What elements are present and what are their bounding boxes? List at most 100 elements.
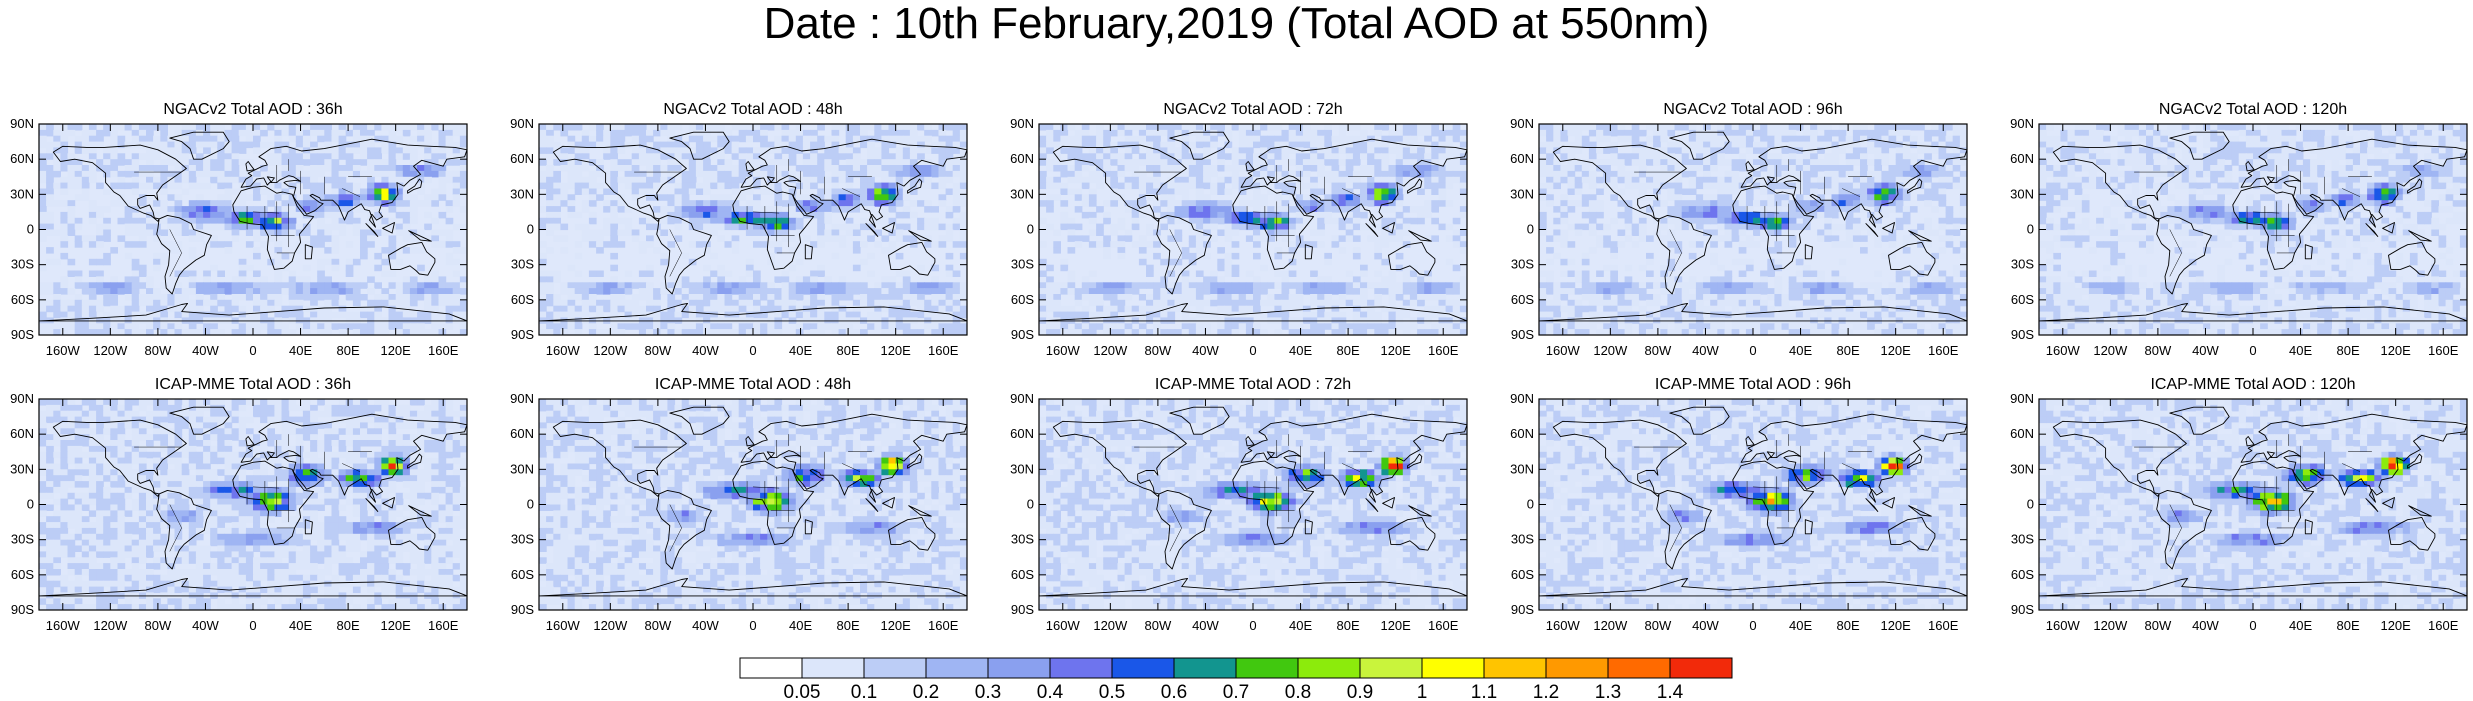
lat-tick-label: 30N	[510, 461, 534, 476]
lon-tick-label: 160W	[546, 618, 581, 630]
colorbar-label: 0.8	[1285, 682, 1311, 701]
lon-tick-label: 120W	[2093, 618, 2128, 630]
lon-tick-label: 0	[1749, 618, 1756, 630]
lat-tick-label: 60S	[1511, 292, 1534, 307]
lat-tick-label: 30S	[11, 257, 34, 272]
lon-tick-label: 0	[249, 618, 256, 630]
lon-tick-label: 40W	[192, 618, 219, 630]
lon-tick-label: 40E	[1789, 343, 1812, 358]
lat-tick-label: 30S	[511, 532, 534, 547]
colorbar-box	[1111, 657, 1175, 679]
lon-tick-label: 80E	[1837, 343, 1860, 358]
lat-tick-label: 0	[27, 497, 34, 512]
lat-tick-label: 60N	[10, 426, 34, 441]
panel-title: NGACv2 Total AOD : 96h	[1663, 101, 1842, 118]
lat-tick-label: 60S	[511, 567, 534, 582]
panel-title: NGACv2 Total AOD : 36h	[163, 101, 342, 118]
colorbar-box	[739, 657, 803, 679]
lat-tick-label: 0	[27, 222, 34, 237]
lat-tick-label: 90S	[1011, 602, 1034, 617]
panel-title: ICAP-MME Total AOD : 72h	[1155, 376, 1351, 393]
lat-tick-label: 30N	[2010, 461, 2034, 476]
colorbar-box	[1173, 657, 1237, 679]
lat-tick-label: 30N	[2010, 186, 2034, 201]
colorbar-label: 1	[1417, 682, 1428, 701]
lat-tick-label: 30S	[1511, 257, 1534, 272]
colorbar-box	[801, 657, 865, 679]
lat-tick-label: 90N	[1010, 391, 1034, 406]
lon-tick-label: 160E	[1428, 343, 1459, 358]
lon-tick-label: 40E	[789, 343, 812, 358]
lon-tick-label: 80W	[645, 343, 672, 358]
lon-tick-label: 80E	[837, 343, 860, 358]
lon-tick-label: 120W	[93, 343, 128, 358]
lat-tick-label: 30S	[1511, 532, 1534, 547]
lon-tick-label: 80E	[2337, 343, 2360, 358]
lon-tick-label: 0	[749, 618, 756, 630]
lat-tick-label: 30N	[1510, 186, 1534, 201]
lat-tick-label: 30S	[511, 257, 534, 272]
lon-tick-label: 160E	[1928, 343, 1959, 358]
lon-tick-label: 160W	[1046, 618, 1081, 630]
lat-tick-label: 60S	[1011, 567, 1034, 582]
aod-field	[2039, 399, 2467, 610]
lat-tick-label: 30N	[1010, 461, 1034, 476]
lon-tick-label: 80E	[337, 618, 360, 630]
lat-tick-label: 90N	[10, 116, 34, 131]
panel-title: ICAP-MME Total AOD : 36h	[155, 376, 351, 393]
lon-tick-label: 120W	[1093, 343, 1128, 358]
lon-tick-label: 40E	[1289, 343, 1312, 358]
lon-tick-label: 120E	[380, 618, 411, 630]
lat-tick-label: 90S	[11, 602, 34, 617]
lon-tick-label: 40W	[1692, 343, 1719, 358]
panel-title: ICAP-MME Total AOD : 120h	[2150, 376, 2355, 393]
lon-tick-label: 0	[249, 343, 256, 358]
lon-tick-label: 80E	[1337, 343, 1360, 358]
colorbar-label: 0.6	[1161, 682, 1187, 701]
lat-tick-label: 60N	[1510, 151, 1534, 166]
aod-map-panel: ICAP-MME Total AOD : 48h 90N 60N 30N 0 30S 60S…	[510, 376, 968, 630]
aod-field	[1539, 399, 1967, 610]
lat-tick-label: 30S	[1011, 532, 1034, 547]
colorbar-box	[1421, 657, 1485, 679]
panel-title: NGACv2 Total AOD : 48h	[663, 101, 842, 118]
lat-tick-label: 30S	[2011, 257, 2034, 272]
lon-tick-label: 40E	[2289, 343, 2312, 358]
lon-tick-label: 80W	[1645, 343, 1672, 358]
lat-tick-label: 90S	[11, 327, 34, 342]
lon-tick-label: 120W	[593, 343, 628, 358]
lon-tick-label: 120E	[380, 343, 411, 358]
panel-title: ICAP-MME Total AOD : 96h	[1655, 376, 1851, 393]
lon-tick-label: 40W	[192, 343, 219, 358]
colorbar-label: 1.3	[1595, 682, 1621, 701]
colorbar-label: 0.4	[1037, 682, 1064, 701]
lon-tick-label: 120E	[1380, 618, 1411, 630]
colorbar-label: 0.9	[1347, 682, 1373, 701]
lat-tick-label: 90S	[2011, 327, 2034, 342]
lon-tick-label: 40W	[1192, 618, 1219, 630]
lat-tick-label: 0	[2027, 222, 2034, 237]
lon-tick-label: 40E	[289, 618, 312, 630]
lon-tick-label: 160E	[1428, 618, 1459, 630]
colorbar-box	[1483, 657, 1547, 679]
colorbar-label: 0.05	[784, 682, 821, 701]
lat-tick-label: 30N	[10, 186, 34, 201]
lon-tick-label: 40E	[1289, 618, 1312, 630]
lon-tick-label: 40E	[289, 343, 312, 358]
lon-tick-label: 120E	[1380, 343, 1411, 358]
colorbar-box	[1297, 657, 1361, 679]
aod-field	[1039, 124, 1467, 335]
lat-tick-label: 90N	[10, 391, 34, 406]
lon-tick-label: 80W	[1145, 618, 1172, 630]
colorbar-label: 1.4	[1657, 682, 1684, 701]
colorbar-box	[863, 657, 927, 679]
lat-tick-label: 90N	[2010, 391, 2034, 406]
lat-tick-label: 60S	[11, 567, 34, 582]
panel-title: NGACv2 Total AOD : 72h	[1163, 101, 1342, 118]
map-panels: NGACv2 Total AOD : 36h 90N 60N 30N 0 30S 60S 90…	[10, 101, 2468, 630]
lon-tick-label: 160W	[1546, 618, 1581, 630]
colorbar-label: 1.1	[1471, 682, 1497, 701]
aod-map-panel: NGACv2 Total AOD : 72h 90N 60N 30N 0 30S 60S 90…	[1010, 101, 1468, 358]
lon-tick-label: 120E	[880, 343, 911, 358]
lon-tick-label: 80E	[837, 618, 860, 630]
